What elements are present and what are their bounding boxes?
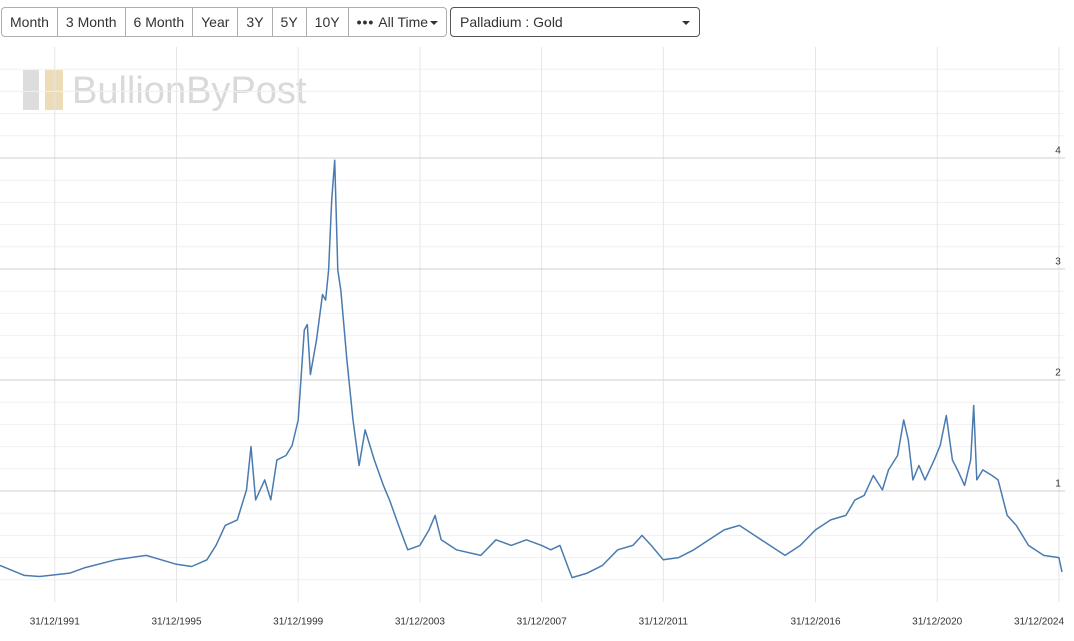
ratio-select[interactable]: Palladium : Gold bbox=[450, 7, 700, 37]
logo-bar bbox=[23, 70, 39, 110]
y-tick-label: 1 bbox=[1055, 479, 1061, 490]
y-tick-label: 2 bbox=[1055, 368, 1061, 379]
x-tick-label: 31/12/2003 bbox=[395, 617, 445, 628]
ratio-select-text: Palladium : Gold bbox=[460, 14, 563, 30]
y-tick-label: 4 bbox=[1055, 146, 1061, 157]
x-tick-label: 31/12/2016 bbox=[790, 617, 840, 628]
range-button[interactable]: 5Y bbox=[272, 7, 307, 37]
x-tick-label: 31/12/2024 bbox=[1014, 617, 1064, 628]
y-tick-label: 3 bbox=[1055, 257, 1061, 268]
all-time-text: All Time bbox=[378, 14, 429, 30]
x-tick-label: 31/12/1995 bbox=[151, 617, 201, 628]
x-tick-label: 31/12/2011 bbox=[639, 617, 689, 628]
x-tick-label: 31/12/1991 bbox=[30, 617, 80, 628]
x-tick-label: 31/12/2020 bbox=[912, 617, 962, 628]
logo-bar bbox=[45, 70, 63, 110]
x-tick-label: 31/12/1999 bbox=[273, 617, 323, 628]
all-time-button[interactable]: ••• All Time bbox=[348, 7, 448, 37]
data-line bbox=[0, 159, 1063, 579]
range-button[interactable]: Month bbox=[1, 7, 58, 37]
range-button[interactable]: 10Y bbox=[306, 7, 349, 37]
range-button[interactable]: 3 Month bbox=[57, 7, 126, 37]
range-button[interactable]: 3Y bbox=[238, 7, 273, 37]
range-button[interactable]: Year bbox=[193, 7, 239, 37]
range-button[interactable]: 6 Month bbox=[125, 7, 194, 37]
x-tick-label: 31/12/2007 bbox=[517, 617, 567, 628]
range-toolbar: Month 3 Month 6 Month Year 3Y 5Y 10Y ••• All Tim… bbox=[1, 7, 448, 37]
